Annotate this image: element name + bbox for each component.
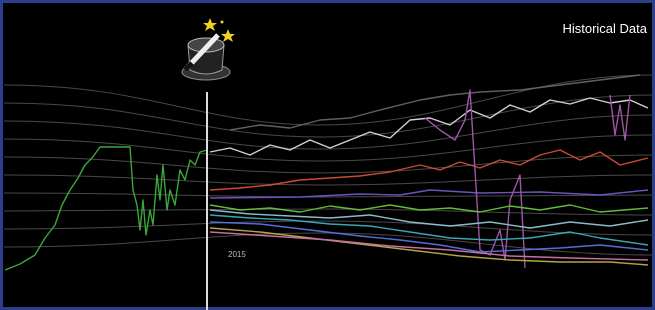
title: Historical Data [562, 21, 647, 36]
page: Historical Data 2015 (() => { const data… [0, 0, 655, 310]
year-label: 2015 [228, 250, 246, 259]
visualization: Historical Data 2015 [0, 0, 655, 310]
